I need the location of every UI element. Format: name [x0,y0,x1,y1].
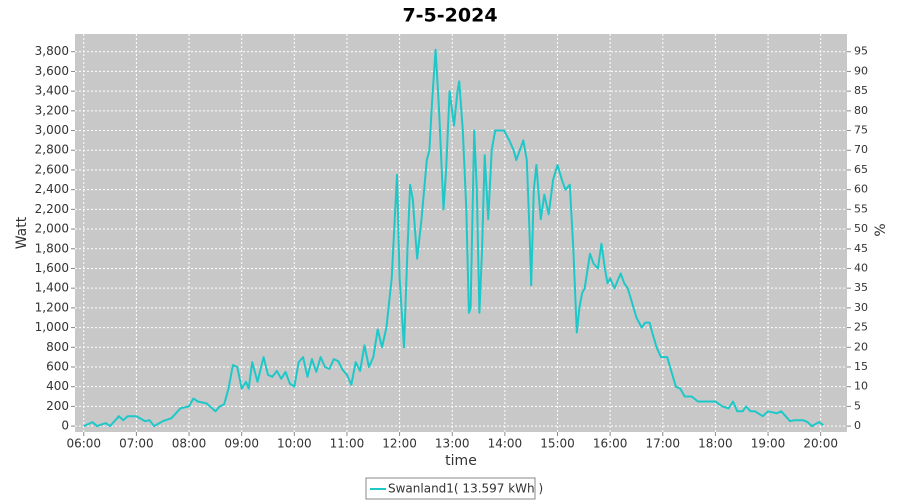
x-tick-label: 15:00 [540,437,575,451]
chart-title: 7-5-2024 [402,5,497,27]
y-tick-label: 1,800 [35,241,69,255]
y-tick-label: 1,000 [35,320,69,334]
y2-tick-label: 40 [854,261,868,274]
x-tick-label: 07:00 [119,437,154,451]
x-tick-label: 06:00 [66,437,101,451]
y-tick-label: 3,000 [35,123,69,137]
y2-tick-label: 5 [854,399,861,412]
y-tick-label: 2,200 [35,202,69,216]
y2-tick-label: 10 [854,380,868,393]
y2-tick-label: 70 [854,143,868,156]
y-tick-label: 2,600 [35,162,69,176]
y-tick-label: 200 [46,399,69,413]
legend-label: Swanland1( 13.597 kWh ) [388,482,543,496]
y-tick-label: 400 [46,379,69,393]
y2-tick-label: 45 [854,242,868,255]
x-tick-label: 08:00 [172,437,207,451]
y-tick-label: 1,600 [35,261,69,275]
x-tick-label: 11:00 [330,437,365,451]
y2-tick-label: 50 [854,222,868,235]
x-tick-label: 18:00 [698,437,733,451]
y2-tick-label: 60 [854,183,868,196]
x-tick-label: 17:00 [645,437,680,451]
x-tick-label: 10:00 [277,437,312,451]
data-line [83,48,824,428]
x-tick-label: 16:00 [593,437,628,451]
x-tick-label: 20:00 [803,437,838,451]
y-tick-label: 600 [46,359,69,373]
y2-tick-label: 55 [854,202,868,215]
x-tick-label: 12:00 [382,437,417,451]
x-tick-label: 14:00 [488,437,523,451]
y2-tick-label: 20 [854,340,868,353]
y2-tick-label: 35 [854,281,868,294]
y2-tick-label: 80 [854,104,868,117]
y-tick-label: 2,000 [35,222,69,236]
y2-tick-label: 0 [854,419,861,432]
x-axis-title: time [445,453,477,469]
y2-tick-label: 25 [854,321,868,334]
y2-tick-label: 30 [854,301,868,314]
y2-tick-label: 65 [854,163,868,176]
y-tick-label: 1,400 [35,281,69,295]
y2-tick-label: 85 [854,84,868,97]
y-tick-label: 1,200 [35,300,69,314]
y2-tick-label: 15 [854,360,868,373]
y-axis-title: Watt [14,216,30,249]
y-tick-label: 3,400 [35,84,69,98]
y-tick-label: 2,400 [35,182,69,196]
y2-tick-label: 90 [854,64,868,77]
y2-tick-label: 75 [854,124,868,137]
y-tick-label: 3,200 [35,103,69,117]
y-tick-label: 3,800 [35,44,69,58]
y2-axis-title: % [873,223,889,236]
y-tick-label: 0 [61,419,69,433]
y-tick-label: 2,800 [35,143,69,157]
y-tick-label: 800 [46,340,69,354]
y-tick-label: 3,600 [35,64,69,78]
legend [365,477,536,500]
y2-tick-label: 95 [854,45,868,58]
x-tick-label: 09:00 [224,437,259,451]
x-tick-label: 19:00 [751,437,786,451]
x-tick-label: 13:00 [435,437,470,451]
